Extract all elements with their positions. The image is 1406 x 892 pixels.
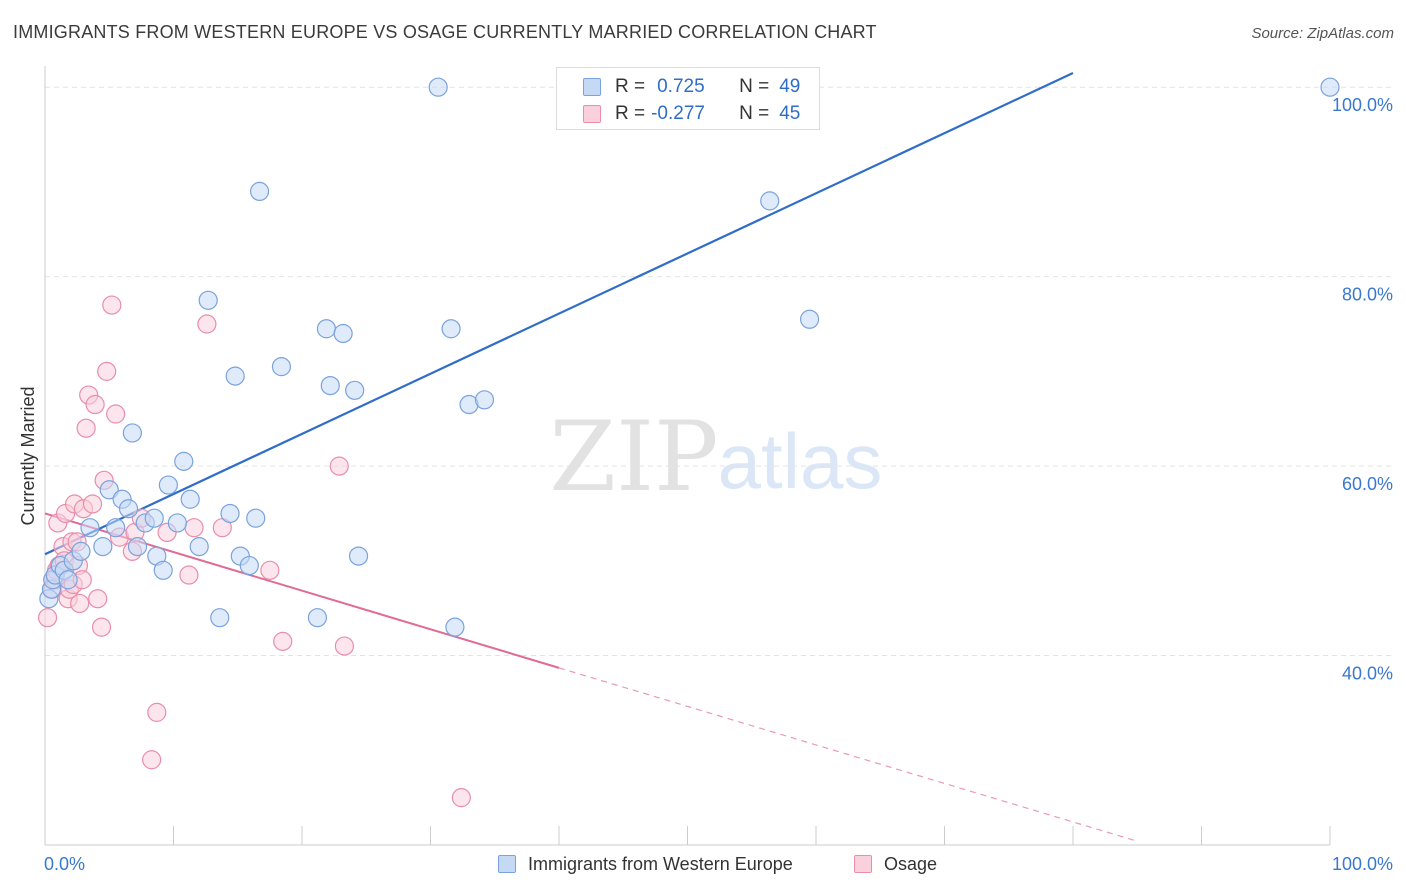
osage-point — [197, 314, 217, 334]
immigrants-point — [180, 489, 200, 509]
immigrants-point — [316, 319, 337, 339]
source-label: Source: ZipAtlas.com — [1251, 25, 1394, 42]
immigrants-point — [345, 380, 365, 400]
immigrants-point — [474, 390, 495, 410]
osage-trend — [44, 512, 1138, 842]
immigrants-point — [189, 537, 209, 557]
y-tick-label: 100.0% — [1332, 95, 1393, 115]
immigrants-point — [58, 570, 78, 590]
immigrants-point — [225, 366, 245, 386]
osage-point — [273, 631, 293, 651]
immigrants-point — [80, 518, 100, 538]
immigrants-point — [118, 499, 139, 519]
immigrants-point — [249, 181, 270, 202]
osage-point — [184, 518, 204, 538]
immigrants-point — [174, 451, 194, 471]
immigrants-trend-line — [44, 72, 1074, 556]
legend-label: Immigrants from Western Europe — [528, 853, 793, 874]
osage-point — [179, 565, 199, 585]
x-tick-label: 100.0% — [1332, 854, 1393, 874]
n-label: N = — [739, 76, 770, 97]
immigrants-point — [144, 508, 164, 528]
immigrants-point — [799, 309, 820, 329]
immigrants-points — [39, 77, 1340, 637]
osage-trend-extension — [558, 667, 1138, 842]
swatch-pink — [854, 855, 872, 873]
n-value: 49 — [779, 76, 801, 97]
immigrants-point — [307, 608, 328, 628]
n-value: 45 — [779, 103, 801, 124]
y-tick-label: 40.0% — [1342, 664, 1393, 684]
immigrants-point — [271, 357, 292, 377]
legend-row-osage: R = -0.277 N = 45 — [583, 101, 800, 127]
correlation-legend: R = 0.725 N = 49 R = -0.277 N = 45 — [556, 67, 820, 130]
osage-point — [37, 608, 58, 628]
immigrants-point — [153, 560, 173, 580]
osage-point — [82, 494, 103, 514]
swatch-blue — [498, 855, 516, 873]
immigrants-point — [158, 475, 178, 495]
x-tick-label: 0.0% — [44, 854, 85, 874]
legend-row-immigrants: R = 0.725 N = 49 — [583, 74, 800, 100]
bottom-legend-osage: Osage — [854, 852, 937, 876]
y-tick-label: 80.0% — [1342, 285, 1393, 305]
immigrants-point — [122, 423, 142, 443]
osage-point — [91, 617, 112, 637]
r-label: R = — [615, 103, 646, 124]
swatch-blue — [583, 78, 601, 96]
bottom-legend-immigrants: Immigrants from Western Europe — [498, 852, 793, 876]
watermark-atlas: atlas — [718, 417, 883, 505]
y-tick-label: 60.0% — [1342, 474, 1393, 494]
osage-point — [97, 361, 117, 381]
osage-point — [88, 589, 108, 609]
osage-point — [85, 394, 105, 415]
immigrants-point — [93, 537, 113, 557]
osage-point — [76, 418, 96, 438]
immigrants-point — [246, 508, 266, 528]
immigrants-point — [333, 323, 353, 344]
immigrants-trend — [44, 72, 1074, 556]
immigrants-point — [99, 480, 119, 500]
chart-title: IMMIGRANTS FROM WESTERN EUROPE VS OSAGE … — [13, 22, 877, 42]
immigrants-point — [71, 541, 91, 561]
immigrants-point — [167, 513, 187, 533]
osage-point — [106, 404, 126, 424]
immigrants-point — [348, 546, 369, 566]
immigrants-point — [198, 290, 218, 310]
immigrants-point — [760, 191, 780, 211]
y-axis-label: Currently Married — [18, 386, 38, 525]
tick-labels: 40.0% 60.0% 80.0% 100.0% 0.0% 100.0% — [44, 95, 1393, 874]
immigrants-point — [106, 518, 126, 538]
immigrants-point — [210, 608, 230, 628]
immigrants-point — [239, 555, 259, 576]
osage-point — [102, 295, 122, 315]
osage-point — [147, 702, 167, 722]
watermark-zip: ZIP — [549, 401, 718, 513]
osage-point — [334, 636, 355, 656]
osage-point — [451, 788, 471, 808]
immigrants-point — [428, 77, 448, 97]
immigrants-point — [445, 617, 465, 637]
n-label: N = — [739, 103, 770, 124]
osage-point — [142, 750, 162, 770]
immigrants-point — [220, 503, 240, 524]
r-value: 0.725 — [657, 76, 705, 97]
legend-label: Osage — [884, 853, 938, 874]
immigrants-point — [441, 319, 461, 339]
osage-point — [70, 593, 90, 614]
immigrants-point — [320, 375, 340, 396]
swatch-pink — [583, 105, 601, 123]
axes — [44, 66, 1331, 846]
immigrants-point — [127, 537, 148, 557]
osage-point — [260, 560, 280, 580]
immigrants-point — [1320, 77, 1340, 97]
r-label: R = — [615, 76, 646, 97]
r-value: -0.277 — [651, 103, 705, 124]
osage-point — [329, 456, 349, 476]
watermark: ZIP atlas — [549, 401, 882, 513]
